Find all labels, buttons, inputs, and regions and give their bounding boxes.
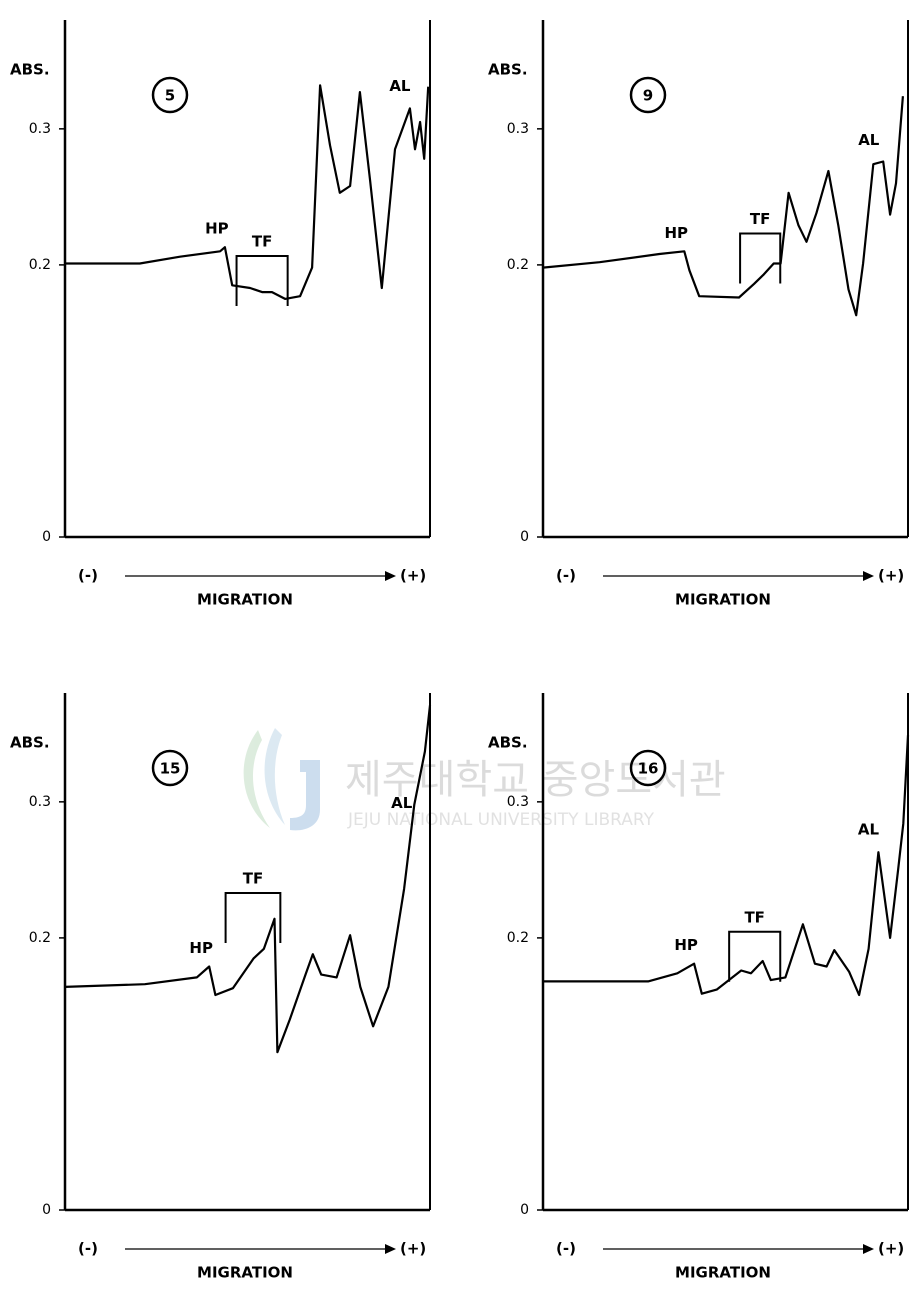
arrow-head [385, 571, 396, 581]
panel-label-circle [629, 749, 667, 787]
y-axis-label: ABS. [488, 734, 528, 752]
x-right-label: (+) [400, 567, 426, 585]
trace [65, 84, 430, 300]
x-right-label: (+) [400, 1240, 426, 1258]
bracket [224, 891, 282, 943]
panel: 0 0.2 0.3 ABS. 9 HP TF AL (-) (+) MIGRATION [488, 20, 909, 609]
trace [542, 96, 904, 317]
panel-label: 15 [160, 760, 181, 778]
y-axis-label: ABS. [10, 61, 50, 79]
annotation: AL [858, 131, 880, 149]
annotation: HP [674, 936, 698, 954]
panel-label: 5 [165, 87, 175, 105]
x-right-label: (+) [878, 567, 904, 585]
y-tick-label: 0.2 [507, 930, 529, 946]
y-tick-label: 0.2 [29, 930, 51, 946]
x-left-label: (-) [556, 567, 576, 585]
y-tick-label: 0.3 [507, 121, 529, 137]
y-tick-label: 0.2 [29, 257, 51, 273]
y-tick-label: 0.3 [507, 794, 529, 810]
panel-label-circle [629, 76, 667, 114]
y-tick-label: 0.3 [29, 121, 51, 137]
bracket [235, 254, 289, 306]
panel: 0 0.2 0.3 ABS. 16 HP TF AL (-) (+) MIGRATION [488, 693, 910, 1282]
arrow-head [863, 1244, 874, 1254]
bracket [728, 930, 782, 982]
bracket [739, 232, 782, 284]
x-left-label: (-) [556, 1240, 576, 1258]
y-tick-label: 0.3 [29, 794, 51, 810]
x-left-label: (-) [78, 1240, 98, 1258]
logo-shape [243, 730, 270, 828]
logo-shape [290, 760, 320, 831]
panel: 0 0.2 0.3 ABS. 15 HP TF AL (-) (+) MIGRATION [10, 693, 432, 1282]
panel-label-circle [151, 749, 189, 787]
annotation: HP [189, 939, 213, 957]
panel-label: 9 [643, 87, 653, 105]
x-axis-label: MIGRATION [675, 1264, 771, 1282]
x-right-label: (+) [878, 1240, 904, 1258]
x-axis-label: MIGRATION [197, 1264, 293, 1282]
annotation: TF [744, 908, 764, 926]
panel-label: 16 [638, 760, 659, 778]
annotation: AL [391, 794, 413, 812]
arrow-head [385, 1244, 396, 1254]
watermark-korean: 제주대학교 중앙도서관 [345, 757, 726, 803]
y-axis-label: ABS. [10, 734, 50, 752]
x-axis-label: MIGRATION [675, 591, 771, 609]
annotation: HP [664, 224, 688, 242]
arrow-head [863, 571, 874, 581]
watermark-english: JEJU NATIONAL UNIVERSITY LIBRARY [347, 810, 655, 830]
y-tick-label: 0 [42, 1202, 51, 1218]
trace [64, 705, 432, 1054]
y-tick-label: 0 [520, 529, 529, 545]
panel: 0 0.2 0.3 ABS. 5 HP TF AL (-) (+) MIGRATION [10, 20, 431, 609]
annotation: TF [252, 232, 272, 250]
y-axis-label: ABS. [488, 61, 528, 79]
watermark: 제주대학교 중앙도서관 JEJU NATIONAL UNIVERSITY LIB… [243, 728, 726, 831]
annotation: HP [205, 220, 229, 238]
annotation: AL [389, 77, 411, 95]
x-left-label: (-) [78, 567, 98, 585]
annotation: TF [243, 869, 263, 887]
annotation: TF [750, 210, 770, 228]
trace [543, 735, 910, 997]
y-tick-label: 0.2 [507, 257, 529, 273]
y-tick-label: 0 [42, 529, 51, 545]
logo-shape [264, 728, 285, 825]
annotation: AL [858, 821, 880, 839]
panel-label-circle [151, 76, 189, 114]
y-tick-label: 0 [520, 1202, 529, 1218]
x-axis-label: MIGRATION [197, 591, 293, 609]
